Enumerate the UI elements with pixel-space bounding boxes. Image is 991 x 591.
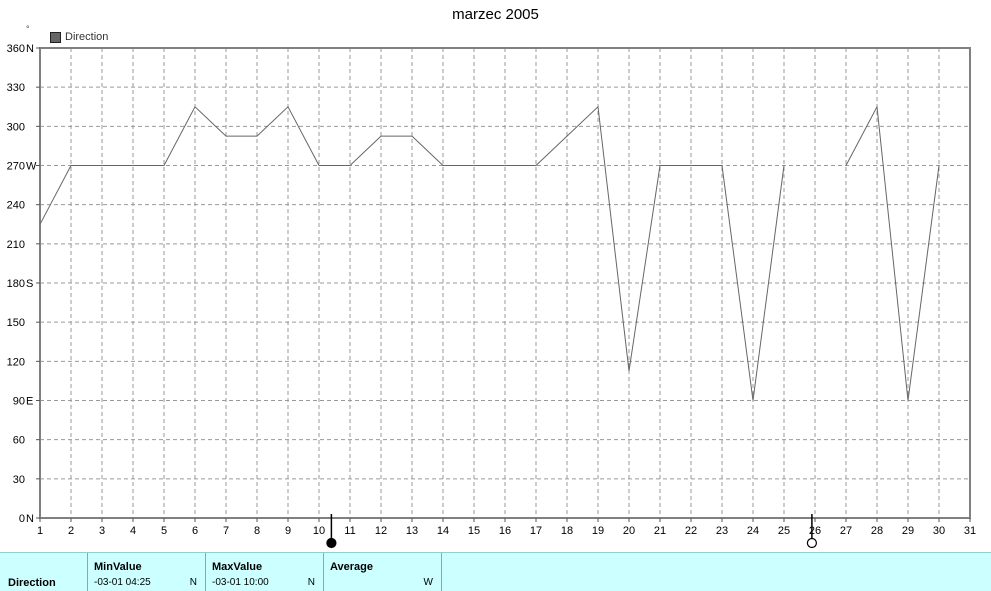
stats-avg-header: Average: [330, 561, 374, 573]
x-tick-label: 22: [685, 525, 697, 537]
x-tick-label: 27: [840, 525, 852, 537]
stats-max-cell: MaxValue -03-01 10:00 N: [206, 553, 324, 591]
stats-series-label: Direction: [8, 577, 56, 589]
x-tick-label: 10: [313, 525, 325, 537]
stats-min-header: MinValue: [94, 561, 142, 573]
new-moon-icon: [326, 537, 337, 549]
y-tick-label: 60: [13, 435, 25, 447]
x-tick-label: 26: [809, 525, 821, 537]
stats-min-cell: MinValue -03-01 04:25 N: [88, 553, 206, 591]
y-tick-label: 120: [7, 356, 25, 368]
x-tick-label: 17: [530, 525, 542, 537]
x-tick-label: 13: [406, 525, 418, 537]
x-tick-label: 23: [716, 525, 728, 537]
x-tick-label: 19: [592, 525, 604, 537]
x-tick-label: 11: [344, 525, 355, 537]
x-tick-label: 20: [623, 525, 635, 537]
x-tick-label: 31: [964, 525, 976, 537]
x-tick-label: 3: [99, 525, 105, 537]
stats-max-header: MaxValue: [212, 561, 263, 573]
y-tick-label: 90: [13, 396, 25, 408]
x-tick-label: 16: [499, 525, 511, 537]
stats-avg-cell: Average W: [324, 553, 442, 591]
series-line-direction: [39, 105, 785, 401]
x-tick-label: 25: [778, 525, 790, 537]
x-tick-label: 18: [561, 525, 573, 537]
legend-label: Direction: [65, 31, 109, 43]
y-tick-label: 240: [7, 200, 25, 212]
y-tick-label: 270: [7, 161, 25, 173]
y-tick-compass: S: [26, 278, 33, 290]
series-line-direction: [845, 105, 940, 401]
y-unit-label: °: [26, 24, 30, 34]
y-tick-label: 30: [13, 474, 25, 486]
y-tick-label: 360: [7, 43, 25, 55]
y-tick-label: 0: [19, 513, 25, 525]
legend-swatch: [50, 31, 61, 43]
y-tick-compass: W: [26, 161, 37, 173]
y-tick-compass: E: [26, 396, 33, 408]
x-tick-label: 8: [254, 525, 260, 537]
legend: Direction: [50, 31, 108, 43]
stats-max-date: -03-01 10:00: [212, 577, 269, 588]
y-tick-label: 210: [7, 239, 25, 251]
y-tick-compass: N: [26, 43, 34, 55]
x-tick-label: 6: [192, 525, 198, 537]
x-tick-label: 1: [37, 525, 43, 537]
y-tick-label: 330: [7, 82, 25, 94]
y-tick-label: 180: [7, 278, 25, 290]
x-tick-label: 5: [161, 525, 167, 537]
x-tick-label: 24: [747, 525, 759, 537]
x-tick-label: 2: [68, 525, 74, 537]
x-tick-label: 28: [871, 525, 883, 537]
x-tick-label: 14: [437, 525, 449, 537]
stats-avg-direction: W: [423, 577, 433, 588]
stats-min-direction: N: [189, 577, 197, 588]
stats-min-date: -03-01 04:25: [94, 577, 151, 588]
x-tick-label: 9: [285, 525, 291, 537]
x-tick-label: 4: [130, 525, 136, 537]
stats-panel: Direction MinValue -03-01 04:25 N MaxVal…: [0, 552, 991, 591]
x-tick-label: 21: [654, 525, 666, 537]
x-tick-label: 30: [933, 525, 945, 537]
y-tick-compass: N: [26, 513, 34, 525]
chart-title: marzec 2005: [452, 6, 539, 23]
y-tick-label: 300: [7, 121, 25, 133]
stats-series-cell: Direction: [0, 553, 88, 591]
x-tick-label: 7: [223, 525, 229, 537]
y-tick-label: 150: [7, 317, 25, 329]
full-moon-icon: [806, 537, 818, 549]
x-tick-label: 29: [902, 525, 914, 537]
x-tick-label: 12: [375, 525, 387, 537]
stats-max-direction: N: [307, 577, 315, 588]
x-tick-label: 15: [468, 525, 480, 537]
